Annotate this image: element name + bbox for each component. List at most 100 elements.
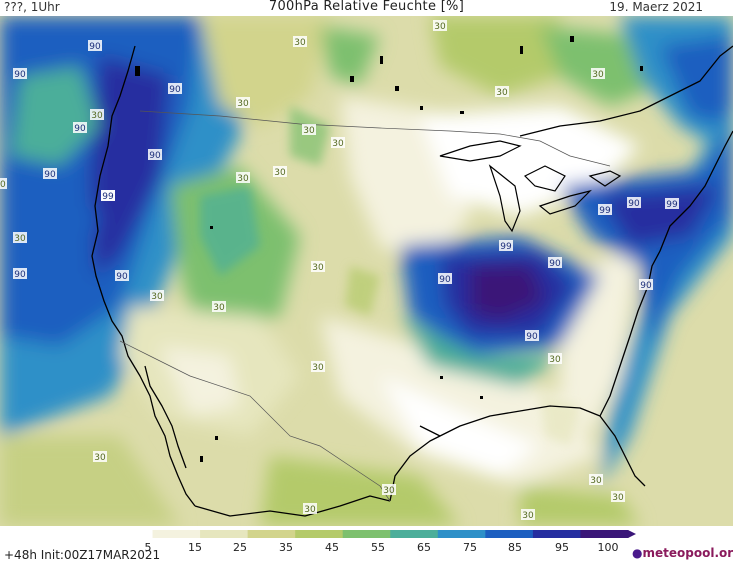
contour-label-bg xyxy=(293,36,307,47)
contour-label: 30 xyxy=(496,88,508,98)
contour-label-bg xyxy=(598,204,612,215)
contour-label: 30 xyxy=(304,505,316,515)
contour-label: 30 xyxy=(94,453,106,463)
contour-label-bg xyxy=(548,353,562,364)
contour-label-bg xyxy=(611,491,625,502)
contour-label: 90 xyxy=(14,270,26,280)
contour-label-bg xyxy=(589,474,603,485)
color-scale-tick: 95 xyxy=(555,541,569,554)
contour-label: 99 xyxy=(599,206,611,216)
contour-label: 90 xyxy=(44,170,56,180)
contour-label-bg xyxy=(591,68,605,79)
contour-label-bg xyxy=(150,290,164,301)
contour-label-bg xyxy=(13,232,27,243)
contour-label: 30 xyxy=(312,363,324,373)
contour-label: 30 xyxy=(237,174,249,184)
contour-label-bg xyxy=(148,149,162,160)
contour-label: 30 xyxy=(434,22,446,32)
contour-label: 30 xyxy=(612,493,624,503)
contour-label-bg xyxy=(168,83,182,94)
color-scale-bin xyxy=(200,530,249,538)
contour-label-bg xyxy=(438,273,452,284)
contour-label-bg xyxy=(302,124,316,135)
color-scale-bin xyxy=(247,530,296,538)
great-lakes xyxy=(439,140,622,233)
humidity-detail xyxy=(200,106,580,446)
contour-label: 30 xyxy=(592,70,604,80)
color-scale-tick: 35 xyxy=(279,541,293,554)
color-scale-bin xyxy=(580,530,629,538)
contour-label: 30 xyxy=(14,234,26,244)
contour-label: 30 xyxy=(0,180,6,190)
contour-label: 99 xyxy=(102,192,114,202)
color-scale-tick: 25 xyxy=(233,541,247,554)
contour-label-bg xyxy=(101,190,115,201)
contour-label-bg xyxy=(0,178,7,189)
brand-logo[interactable]: ●meteopool.org xyxy=(632,546,733,560)
color-scale-bin xyxy=(532,530,581,538)
contour-label-bg xyxy=(521,509,535,520)
contour-label: 30 xyxy=(549,355,561,365)
contour-label: 30 xyxy=(91,111,103,121)
contour-label-bg xyxy=(499,240,513,251)
contour-label-bg xyxy=(548,257,562,268)
contour-label: 30 xyxy=(294,38,306,48)
contour-label: 30 xyxy=(522,511,534,521)
contour-label: 30 xyxy=(274,168,286,178)
brand-name: meteopool.org xyxy=(642,546,733,560)
contour-label-bg xyxy=(212,301,226,312)
contour-label-bg xyxy=(331,137,345,148)
color-scale-bin xyxy=(437,530,486,538)
contour-labels: 9090909090909090909090909090999999993030… xyxy=(0,20,679,521)
time-label: ???, 1Uhr xyxy=(4,0,60,14)
contour-label: 99 xyxy=(500,242,512,252)
contour-label-bg xyxy=(382,484,396,495)
contour-label: 30 xyxy=(237,99,249,109)
contour-label-bg xyxy=(303,503,317,514)
contour-label: 90 xyxy=(439,275,451,285)
contour-label-bg xyxy=(665,198,679,209)
coastlines xyxy=(91,45,733,517)
contour-label: 30 xyxy=(312,263,324,273)
contour-label: 90 xyxy=(549,259,561,269)
color-scale-tick: 100 xyxy=(597,541,619,554)
contour-label: 90 xyxy=(526,332,538,342)
color-scale-bin xyxy=(152,530,201,538)
contour-label: 90 xyxy=(116,272,128,282)
color-scale-bars xyxy=(105,530,636,538)
color-scale-tick: 65 xyxy=(417,541,431,554)
contour-label-bg xyxy=(73,122,87,133)
contour-label-bg xyxy=(93,451,107,462)
color-scale-arrow xyxy=(628,530,636,538)
contour-label-bg xyxy=(236,97,250,108)
contour-label: 30 xyxy=(213,303,225,313)
contour-label: 90 xyxy=(74,124,86,134)
color-scale-bin xyxy=(105,530,154,538)
contour-label: 90 xyxy=(640,281,652,291)
color-scale-bin xyxy=(342,530,391,538)
contour-label: 30 xyxy=(151,292,163,302)
contour-label-bg xyxy=(115,270,129,281)
contour-label-bg xyxy=(236,172,250,183)
contour-label: 30 xyxy=(303,126,315,136)
color-scale-bin xyxy=(295,530,344,538)
color-scale-tick: 75 xyxy=(463,541,477,554)
map-title: 700hPa Relative Feuchte [%] xyxy=(268,0,465,14)
date-label: 19. Maerz 2021 xyxy=(609,0,703,14)
contour-label-bg xyxy=(433,20,447,31)
contour-label-bg xyxy=(495,86,509,97)
color-scale-tick: 15 xyxy=(188,541,202,554)
color-scale-tick: 45 xyxy=(325,541,339,554)
color-scale xyxy=(105,530,636,538)
color-scale-bin xyxy=(485,530,534,538)
color-scale-tick: 85 xyxy=(508,541,522,554)
contour-label-bg xyxy=(639,279,653,290)
color-scale-bin xyxy=(390,530,439,538)
contour-label: 99 xyxy=(666,200,678,210)
islands xyxy=(135,36,643,462)
contour-label-bg xyxy=(627,197,641,208)
contour-label: 30 xyxy=(332,139,344,149)
contour-label-bg xyxy=(43,168,57,179)
contour-label: 90 xyxy=(149,151,161,161)
color-scale-tick: 5 xyxy=(144,541,152,554)
